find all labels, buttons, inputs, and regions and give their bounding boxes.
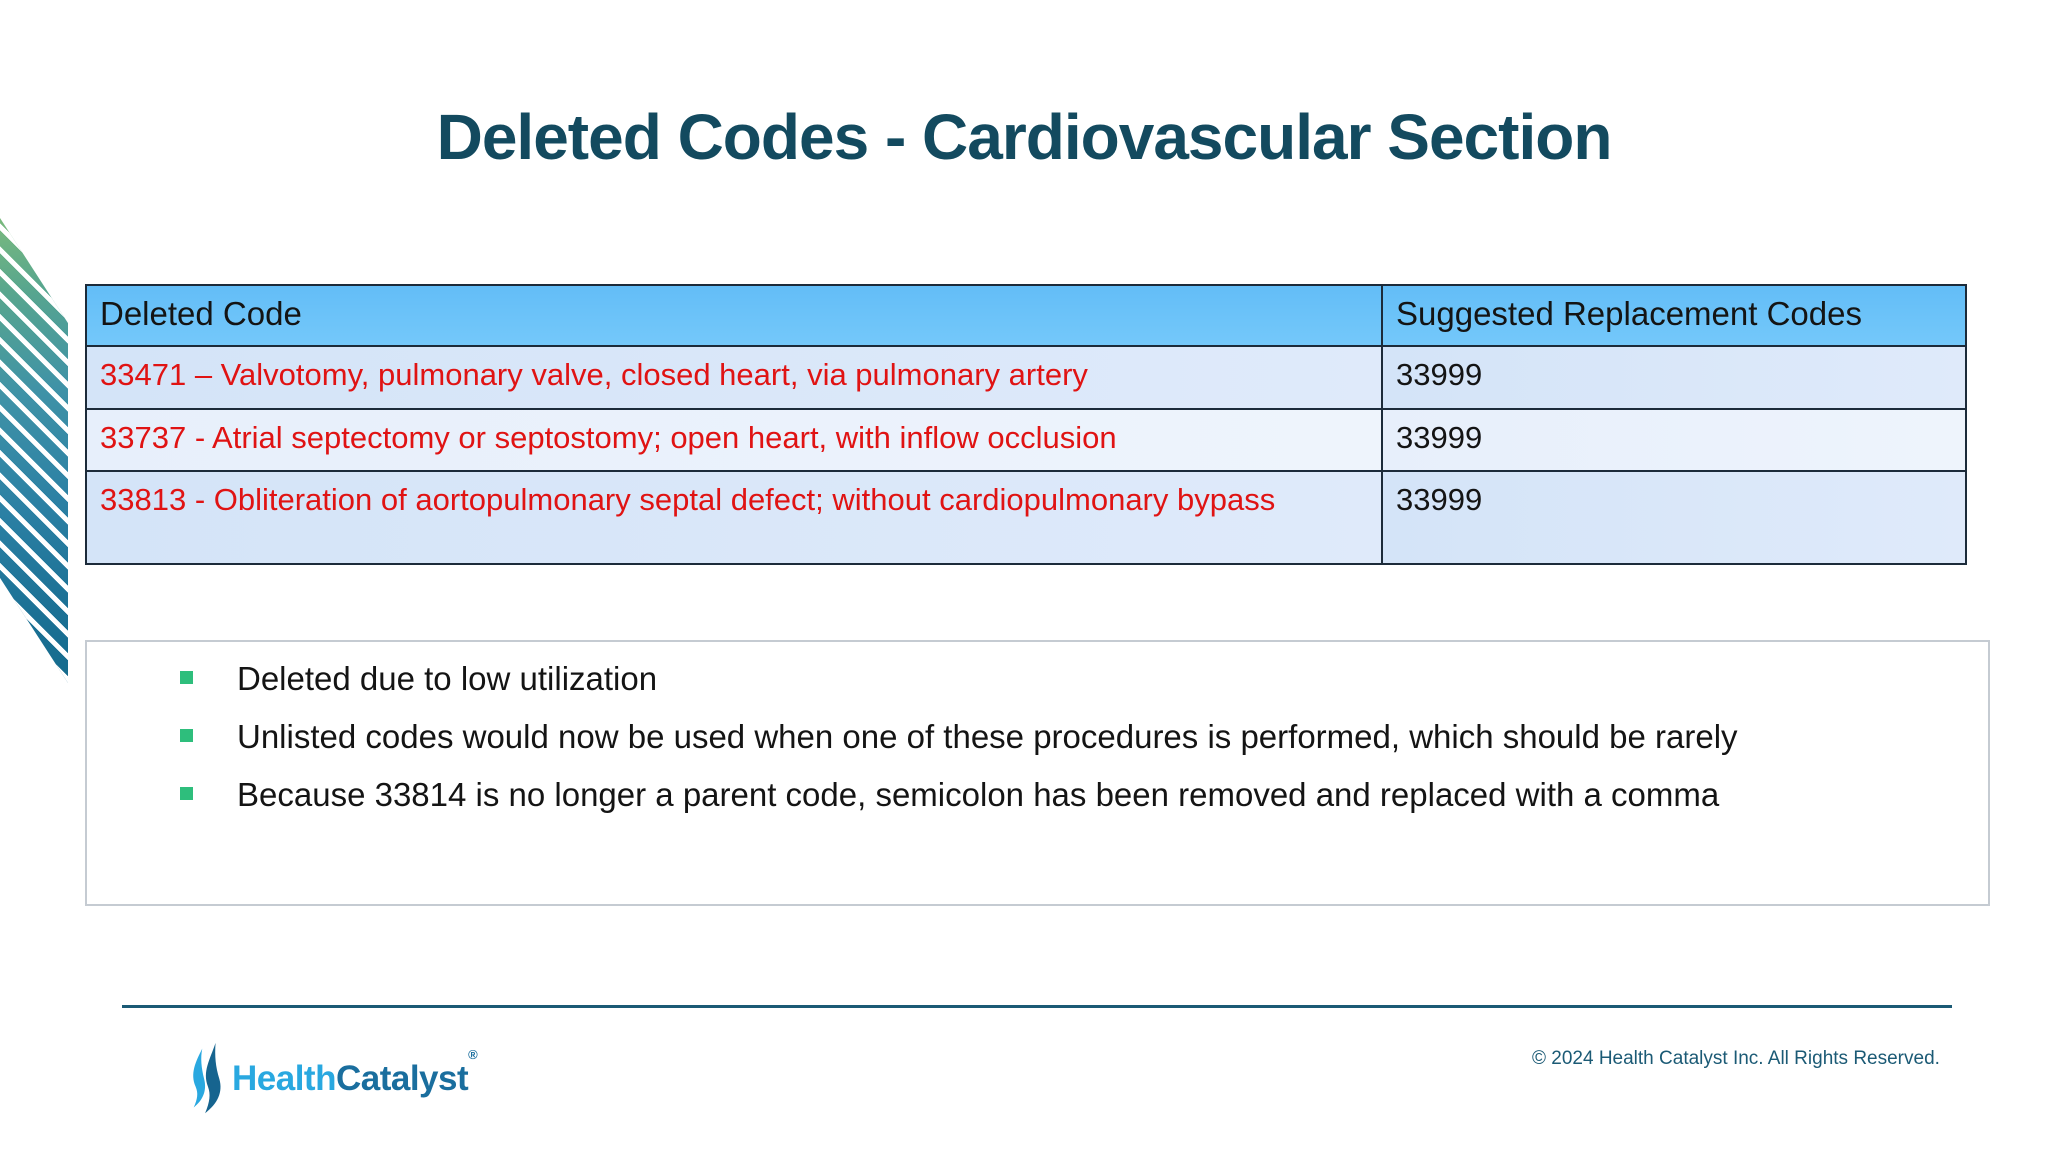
flame-icon (193, 1042, 221, 1114)
list-item: Deleted due to low utilization (180, 656, 1958, 702)
deleted-code-cell: 33813 - Obliteration of aortopulmonary s… (85, 470, 1383, 565)
logo-health-label: Health (232, 1059, 336, 1098)
copyright-text: © 2024 Health Catalyst Inc. All Rights R… (1532, 1048, 1940, 1069)
notes-list: Deleted due to low utilization Unlisted … (180, 656, 1958, 819)
table-row: 33471 – Valvotomy, pulmonary valve, clos… (85, 345, 1967, 410)
bullet-square-icon (180, 729, 193, 743)
note-text: Because 33814 is no longer a parent code… (237, 776, 1720, 814)
replacement-code-cell: 33999 (1381, 345, 1967, 410)
registered-mark: ® (468, 1047, 478, 1062)
deleted-codes-table: Deleted Code Suggested Replacement Codes… (85, 284, 1967, 565)
replacement-code-cell: 33999 (1381, 408, 1967, 472)
logo-catalyst-label: Catalyst (335, 1059, 469, 1098)
column-header-replacement-codes: Suggested Replacement Codes (1381, 284, 1967, 347)
list-item: Unlisted codes would now be used when on… (180, 714, 1958, 760)
logo-text: HealthCatalyst® (232, 1047, 478, 1099)
table-row: 33813 - Obliteration of aortopulmonary s… (85, 470, 1967, 565)
replacement-code-cell: 33999 (1381, 470, 1967, 565)
table-row: 33737 - Atrial septectomy or septostomy;… (85, 408, 1967, 472)
list-item: Because 33814 is no longer a parent code… (180, 772, 1958, 818)
decorative-stripes (0, 218, 68, 683)
footer-divider-line (122, 1005, 1952, 1008)
deleted-code-cell: 33737 - Atrial septectomy or septostomy;… (85, 408, 1383, 472)
deleted-code-cell: 33471 – Valvotomy, pulmonary valve, clos… (85, 345, 1383, 410)
table-header-row: Deleted Code Suggested Replacement Codes (85, 284, 1967, 347)
note-text: Deleted due to low utilization (237, 660, 658, 697)
bullet-square-icon (180, 787, 193, 801)
health-catalyst-logo: HealthCatalyst® (188, 1042, 478, 1116)
slide-title: Deleted Codes - Cardiovascular Section (436, 101, 1613, 173)
column-header-deleted-code: Deleted Code (85, 284, 1383, 347)
notes-box: Deleted due to low utilization Unlisted … (85, 640, 1990, 906)
bullet-square-icon (180, 671, 193, 684)
note-text: Unlisted codes would now be used when on… (237, 718, 1738, 756)
